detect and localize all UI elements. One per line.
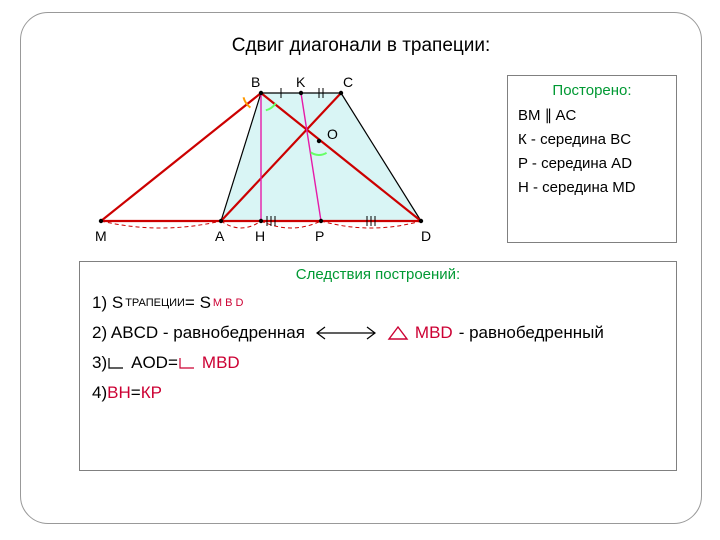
slide-frame: Сдвиг диагонали в трапеции: M A H P D B K C O По… [20,12,702,524]
text: = [131,383,141,403]
legend-item: H - середина MD [518,179,666,196]
text-red: MBD [415,323,453,343]
text: 2) ABCD - равнобедренная [92,323,305,343]
biarrow-icon [311,323,381,343]
svg-text:A: A [215,228,225,244]
consequences-title: Следствия построений: [92,266,664,283]
legend-title: Посторено: [518,82,666,99]
text: = S [185,293,211,313]
consequences-box: Следствия построений: 1) S ТРАПЕЦИИ = S … [79,261,677,471]
text: AOD [131,353,168,373]
text: = [168,353,178,373]
svg-text:B: B [251,74,260,90]
text-red: КР [141,383,162,403]
subscript-red: M B D [213,297,244,309]
text: 1) S [92,293,123,313]
svg-text:D: D [421,228,431,244]
triangle-icon [387,325,409,341]
text: 3) [92,353,107,373]
angle-icon [107,356,125,370]
construction-legend: Посторено: BM ∥ AC К - середина BC P - с… [507,75,677,243]
legend-item: BM ∥ AC [518,106,666,124]
subscript: ТРАПЕЦИИ [125,297,185,309]
svg-text:P: P [315,228,324,244]
consequence-1: 1) S ТРАПЕЦИИ = S M B D [92,293,664,313]
legend-item: К - середина BC [518,131,666,148]
text: - равнобедренный [459,323,604,343]
svg-text:O: O [327,126,338,142]
consequence-3: 3) AOD = MBD [92,353,664,373]
legend-item: P - середина AD [518,155,666,172]
text-red: BH [107,383,131,403]
consequence-2: 2) ABCD - равнобедренная MBD - равнобедр… [92,323,664,343]
consequence-4: 4) BH = КР [92,383,664,403]
text: 4) [92,383,107,403]
svg-text:H: H [255,228,265,244]
page-title: Сдвиг диагонали в трапеции: [21,35,701,57]
svg-text:C: C [343,74,353,90]
svg-text:K: K [296,74,306,90]
angle-icon [178,356,196,370]
text-red: MBD [202,353,240,373]
svg-text:M: M [95,228,107,244]
trapezoid-diagram: M A H P D B K C O [91,71,491,249]
